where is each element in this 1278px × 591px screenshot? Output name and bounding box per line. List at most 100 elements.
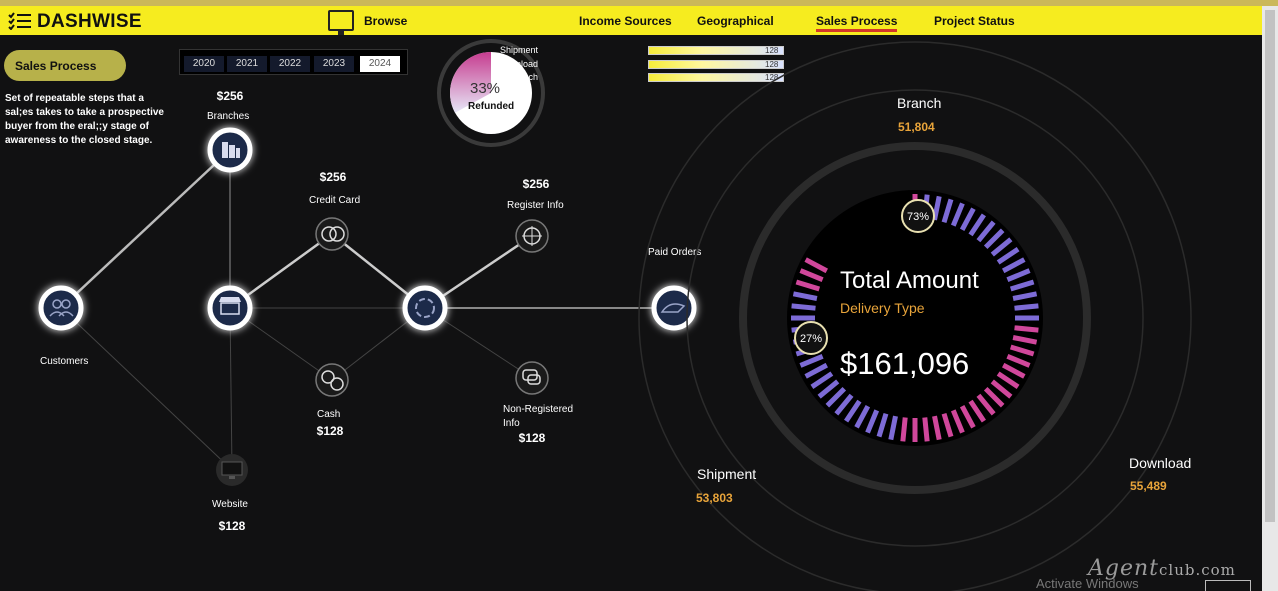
year-slicer: 2020 2021 2022 2023 2024: [179, 49, 408, 75]
customers-icon: [49, 299, 74, 317]
ring-tick: [950, 202, 965, 227]
ring-tick: [810, 371, 834, 389]
ring-tick: [968, 213, 986, 237]
register-info-label: Register Info: [507, 200, 564, 211]
sales-flow-diagram: [38, 127, 697, 486]
branch-value: 51,804: [898, 120, 935, 134]
section-title-pill: Sales Process: [4, 50, 126, 81]
percent-marker-b-label: 27%: [800, 333, 822, 345]
ring-tick: [1002, 362, 1026, 379]
processing-node[interactable]: [402, 285, 448, 331]
refund-donut: [437, 39, 545, 147]
ring-tick: [976, 220, 996, 243]
credit-card-node[interactable]: [315, 217, 349, 251]
ring-tick: [959, 405, 976, 429]
flow-connectors: [60, 149, 674, 471]
year-button-2020[interactable]: 2020: [184, 56, 224, 72]
legend-label: Shipment: [499, 45, 538, 55]
legend-value: 128: [765, 60, 779, 69]
ring-tick: [959, 207, 976, 231]
store-node[interactable]: [207, 285, 253, 331]
delivery-radial-chart: 73% 27%: [638, 41, 1192, 591]
ring-tick: [854, 405, 871, 429]
ring-tick: [996, 247, 1020, 265]
download-label: Download: [1129, 455, 1192, 471]
website-amount: $128: [218, 519, 246, 533]
ring-tick: [792, 291, 818, 301]
non-registered-amount: $128: [518, 431, 546, 445]
building-icon: [222, 142, 240, 158]
ring-tick: [799, 353, 824, 368]
website-node[interactable]: [216, 454, 248, 486]
ring-tick: [996, 371, 1020, 389]
non-registered-node[interactable]: [515, 361, 549, 395]
ring-tick: [1014, 303, 1039, 311]
customers-node[interactable]: [38, 285, 84, 331]
monitor-icon: [221, 461, 243, 476]
percent-marker-b: [794, 321, 828, 355]
percent-marker-a: [901, 199, 935, 233]
ring-tick: [1009, 344, 1035, 357]
cycle-icon: [415, 298, 435, 318]
credit-card-label: Credit Card: [309, 195, 361, 206]
branch-label: Branch: [897, 95, 942, 111]
ring-tick: [1009, 279, 1035, 292]
shipment-label: Shipment: [697, 466, 757, 482]
year-button-2023[interactable]: 2023: [314, 56, 354, 72]
cash-label: Cash: [317, 409, 341, 420]
refund-label: Refunded: [468, 101, 515, 112]
nav-geographical[interactable]: Geographical: [697, 14, 774, 28]
ring-tick: [1012, 335, 1038, 345]
ring-tick: [990, 379, 1013, 399]
ring-tick: [1012, 291, 1038, 301]
year-button-2022[interactable]: 2022: [270, 56, 310, 72]
legend-value: 128: [765, 46, 779, 55]
activate-windows-text: Activate Windows: [1036, 576, 1139, 591]
ring-tick: [932, 195, 942, 221]
ring-tick: [941, 412, 954, 438]
window-top-strip: [0, 0, 1278, 6]
nav-income-sources[interactable]: Income Sources: [579, 14, 672, 28]
register-info-node[interactable]: [515, 219, 549, 253]
refund-slice: [450, 52, 491, 113]
nav-project-status[interactable]: Project Status: [934, 14, 1015, 28]
ring-tick: [968, 399, 986, 423]
delivery-type-subtitle: Delivery Type: [840, 300, 925, 316]
refund-percent: 33%: [470, 80, 501, 97]
year-button-2021[interactable]: 2021: [227, 56, 267, 72]
ring-tick: [817, 379, 840, 399]
legend-label: Branch: [509, 72, 538, 82]
total-amount-title: Total Amount: [840, 267, 979, 294]
cash-node[interactable]: [315, 363, 349, 397]
ring-tick: [795, 279, 821, 292]
legend-bar: [648, 60, 784, 69]
ring-tick: [983, 386, 1005, 408]
nav-browse[interactable]: Browse: [364, 14, 408, 28]
hand-money-icon: [660, 303, 686, 313]
ring-tick: [1002, 257, 1026, 274]
store-icon: [219, 297, 241, 315]
ring-tick: [834, 393, 854, 416]
non-registered-label-line2: Info: [503, 418, 520, 429]
delivery-ring-ticks: [791, 194, 1039, 442]
ring-tick: [932, 415, 942, 441]
ring-tick: [941, 198, 954, 224]
nav-sales-process[interactable]: Sales Process: [816, 14, 898, 32]
paid-orders-node[interactable]: [651, 285, 697, 331]
corner-box: [1205, 580, 1251, 591]
scrollbar-thumb[interactable]: [1265, 10, 1275, 522]
presentation-icon[interactable]: [328, 10, 354, 35]
watermark-text: Agent: [1088, 556, 1159, 581]
non-registered-label: Non-Registered: [503, 404, 574, 415]
total-amount-value: $161,096: [840, 346, 970, 381]
customers-label: Customers: [40, 356, 89, 367]
ring-tick: [1006, 268, 1031, 283]
ring-tick: [900, 417, 908, 442]
ring-tick: [976, 393, 996, 416]
vertical-scrollbar[interactable]: [1262, 6, 1278, 591]
year-button-2024[interactable]: 2024: [360, 56, 400, 72]
branches-amount: $256: [216, 89, 244, 103]
ring-tick: [804, 257, 828, 274]
legend-bar: [648, 73, 784, 82]
legend-label: Download: [497, 59, 538, 69]
